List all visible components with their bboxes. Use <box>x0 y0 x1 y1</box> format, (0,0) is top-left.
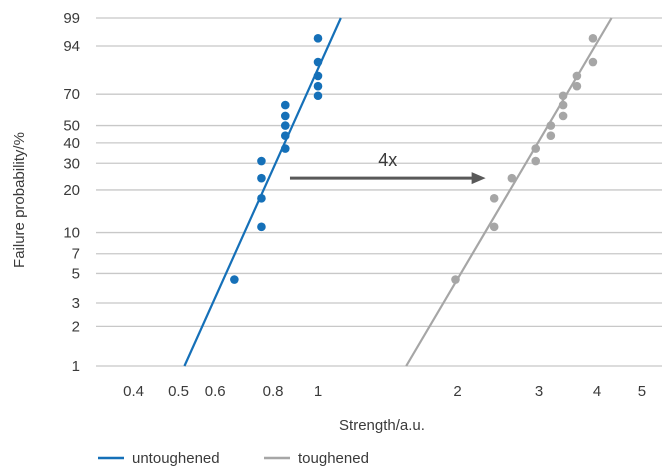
y-tick-label-94: 94 <box>63 38 80 55</box>
data-point-toughened-12 <box>572 81 582 91</box>
y-tick-label-5: 5 <box>72 265 80 282</box>
data-point-untoughened-15 <box>313 34 323 43</box>
y-tick-label-99: 99 <box>63 10 80 27</box>
x-tick-label-0.8: 0.8 <box>263 383 284 400</box>
x-tick-label-0.6: 0.6 <box>205 383 226 400</box>
data-point-untoughened-3 <box>257 194 266 203</box>
x-tick-label-3: 3 <box>535 383 543 400</box>
annotation-group: 4x <box>289 150 486 185</box>
y-tick-label-50: 50 <box>63 118 80 135</box>
legend-label-untoughened: untoughened <box>132 450 220 467</box>
x-axis-ticks: 0.4 0.5 0.6 0.8 1 2 3 4 5 <box>123 383 646 400</box>
legend-label-toughened: toughened <box>298 450 369 467</box>
data-point-toughened-13 <box>572 71 582 81</box>
data-point-untoughened-13 <box>313 71 323 81</box>
fit-lines <box>183 17 613 367</box>
y-tick-label-20: 20 <box>63 182 80 199</box>
x-tick-label-4: 4 <box>593 383 601 400</box>
x-tick-label-5: 5 <box>638 383 646 400</box>
y-axis-title: Failure probability/% <box>11 132 28 268</box>
y-tick-label-70: 70 <box>63 86 80 103</box>
data-point-toughened-8 <box>546 121 556 130</box>
data-points <box>230 34 598 284</box>
data-point-untoughened-6 <box>280 144 290 153</box>
data-point-toughened-14 <box>588 57 598 67</box>
x-tick-label-0.5: 0.5 <box>168 383 189 400</box>
data-point-untoughened-7 <box>280 131 290 140</box>
legend-item-untoughened: untoughened <box>98 450 220 467</box>
annotation-arrowhead <box>471 172 486 185</box>
data-point-toughened-3 <box>489 194 499 203</box>
data-point-untoughened-9 <box>280 111 290 121</box>
legend: untoughened toughened <box>98 450 369 467</box>
annotation-label: 4x <box>378 150 397 170</box>
x-axis-title: Strength/a.u. <box>339 417 425 434</box>
y-tick-label-40: 40 <box>63 135 80 152</box>
data-point-toughened-15 <box>588 34 598 43</box>
data-point-untoughened-11 <box>313 91 323 101</box>
x-tick-label-1: 1 <box>314 383 322 400</box>
data-point-untoughened-12 <box>313 81 323 91</box>
data-point-untoughened-1 <box>230 275 239 284</box>
data-point-untoughened-4 <box>257 173 266 183</box>
data-point-toughened-7 <box>546 131 556 140</box>
data-point-toughened-5 <box>531 156 541 166</box>
y-tick-label-1: 1 <box>72 358 80 375</box>
data-point-untoughened-2 <box>257 222 266 232</box>
data-point-toughened-2 <box>489 222 499 232</box>
y-tick-label-10: 10 <box>63 225 80 242</box>
y-tick-label-3: 3 <box>72 295 80 312</box>
data-point-toughened-10 <box>558 100 568 110</box>
y-tick-label-7: 7 <box>72 246 80 263</box>
data-point-untoughened-5 <box>257 156 266 166</box>
y-tick-label-30: 30 <box>63 155 80 172</box>
data-point-toughened-4 <box>507 173 517 183</box>
data-point-untoughened-10 <box>280 100 290 110</box>
fit-line-untoughened <box>183 17 342 367</box>
legend-item-toughened: toughened <box>264 450 369 467</box>
data-point-toughened-9 <box>558 111 568 121</box>
grid-lines <box>96 17 662 367</box>
data-point-untoughened-14 <box>313 57 323 67</box>
y-tick-label-2: 2 <box>72 318 80 335</box>
x-tick-label-2: 2 <box>453 383 461 400</box>
data-point-toughened-11 <box>558 91 568 101</box>
fit-line-toughened <box>405 17 613 367</box>
data-point-toughened-6 <box>531 144 541 153</box>
data-point-toughened-1 <box>451 275 460 284</box>
x-tick-label-0.4: 0.4 <box>123 383 144 400</box>
data-point-untoughened-8 <box>280 121 290 130</box>
